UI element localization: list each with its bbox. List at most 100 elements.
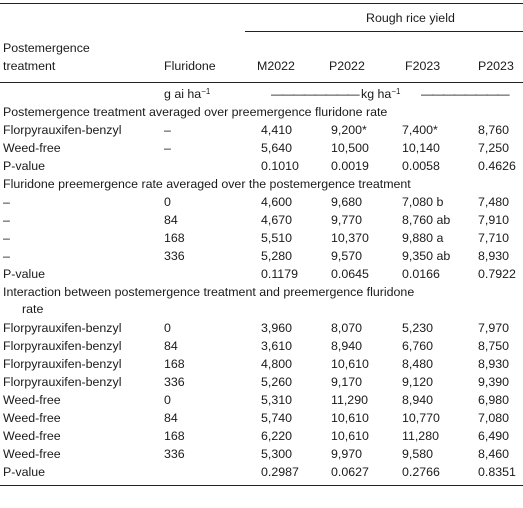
col-header-treatment-line2: treatment [3, 59, 56, 73]
units-rate: g ai ha−1 [164, 87, 211, 101]
col-header-f2023: F2023 [405, 59, 441, 73]
row-f2023: 5,230 [402, 321, 434, 335]
row-treatment: P-value [3, 159, 46, 173]
row-p2022: 8,070 [331, 321, 363, 335]
table-bottom-rule [0, 485, 523, 486]
col-header-m2022: M2022 [257, 59, 295, 73]
row-m2022: 5,740 [261, 411, 293, 425]
row-treatment: Weed-free [3, 411, 61, 425]
row-p2023: 6,490 [478, 429, 510, 443]
row-p2023: 7,710 [478, 231, 510, 245]
row-m2022: 3,960 [261, 321, 293, 335]
row-rate: 336 [164, 375, 185, 389]
row-m2022: 4,410 [261, 123, 293, 137]
row-m2022: 4,600 [261, 195, 293, 209]
table-top-rule [0, 3, 523, 4]
row-f2023: 10,140 [402, 141, 440, 155]
row-f2023: 9,120 [402, 375, 434, 389]
row-treatment: Florpyrauxifen-benzyl [3, 123, 122, 137]
row-p2023: 6,980 [478, 393, 510, 407]
row-f2023: 10,770 [402, 411, 440, 425]
row-p2023: 9,390 [478, 375, 510, 389]
row-m2022: 5,640 [261, 141, 293, 155]
row-m2022: 5,300 [261, 447, 293, 461]
row-p2023: 8,750 [478, 339, 510, 353]
row-treatment: Florpyrauxifen-benzyl [3, 339, 122, 353]
col-header-p2022: P2022 [329, 59, 365, 73]
col-header-fluridone: Fluridone [164, 59, 216, 73]
row-p2023: 7,080 [478, 411, 510, 425]
section-title: Postemergence treatment averaged over pr… [3, 105, 388, 119]
section-title-line2: rate [22, 302, 44, 316]
row-m2022: 0.2987 [261, 465, 299, 479]
row-rate: 336 [164, 447, 185, 461]
row-p2023: 0.7922 [478, 267, 516, 281]
row-rate: 0 [164, 195, 171, 209]
row-rate: 168 [164, 429, 185, 443]
row-f2023: 8,480 [402, 357, 434, 371]
row-p2022: 10,500 [331, 141, 369, 155]
row-m2022: 5,280 [261, 249, 293, 263]
row-m2022: 0.1010 [261, 159, 299, 173]
row-treatment: Weed-free [3, 141, 61, 155]
row-p2022: 8,940 [331, 339, 363, 353]
row-rate: – [164, 141, 171, 155]
row-p2023: 7,250 [478, 141, 510, 155]
row-p2023: 7,970 [478, 321, 510, 335]
header-rule [0, 82, 523, 83]
spanner-header: Rough rice yield [366, 11, 455, 25]
col-header-treatment-line1: Postemergence [3, 41, 90, 55]
row-p2022: 9,770 [331, 213, 363, 227]
row-f2023: 8,760 ab [402, 213, 451, 227]
row-f2023: 7,080 b [402, 195, 444, 209]
row-p2022: 0.0645 [331, 267, 369, 281]
spanner-rule [245, 31, 523, 32]
row-p2022: 9,680 [331, 195, 363, 209]
row-f2023: 6,760 [402, 339, 434, 353]
row-treatment: – [3, 195, 10, 209]
row-f2023: 9,880 a [402, 231, 444, 245]
row-p2023: 8,930 [478, 357, 510, 371]
row-treatment: – [3, 213, 10, 227]
row-rate: 84 [164, 411, 178, 425]
row-p2022: 9,970 [331, 447, 363, 461]
row-rate: 168 [164, 231, 185, 245]
row-p2022: 9,570 [331, 249, 363, 263]
row-treatment: P-value [3, 267, 46, 281]
row-m2022: 4,800 [261, 357, 293, 371]
row-p2023: 8,460 [478, 447, 510, 461]
row-m2022: 6,220 [261, 429, 293, 443]
row-m2022: 4,670 [261, 213, 293, 227]
row-p2022: 11,290 [331, 393, 368, 407]
row-p2023: 0.8351 [478, 465, 516, 479]
row-p2022: 0.0019 [331, 159, 369, 173]
row-rate: 0 [164, 321, 171, 335]
section-title: Fluridone preemergence rate averaged ove… [3, 177, 411, 191]
row-p2023: 0.4626 [478, 159, 516, 173]
row-p2022: 10,610 [331, 357, 369, 371]
row-m2022: 0.1179 [261, 267, 298, 281]
row-p2022: 0.0627 [331, 465, 369, 479]
row-f2023: 0.2766 [402, 465, 440, 479]
row-f2023: 8,940 [402, 393, 434, 407]
row-p2022: 10,610 [331, 411, 369, 425]
row-m2022: 3,610 [261, 339, 293, 353]
row-rate: – [164, 123, 171, 137]
row-treatment: Florpyrauxifen-benzyl [3, 321, 122, 335]
row-p2022: 9,170 [331, 375, 363, 389]
row-p2022: 10,610 [331, 429, 369, 443]
row-treatment: – [3, 231, 10, 245]
row-p2023: 8,930 [478, 249, 510, 263]
row-m2022: 5,510 [261, 231, 293, 245]
row-treatment: Weed-free [3, 429, 61, 443]
row-f2023: 7,400* [402, 123, 438, 137]
row-p2023: 8,760 [478, 123, 510, 137]
row-treatment: Weed-free [3, 447, 61, 461]
row-p2023: 7,480 [478, 195, 510, 209]
row-rate: 0 [164, 393, 171, 407]
row-f2023: 0.0058 [402, 159, 440, 173]
units-yield: kg ha−1 [361, 87, 401, 101]
section-title: Interaction between postemergence treatm… [3, 285, 415, 299]
row-treatment: P-value [3, 465, 46, 479]
